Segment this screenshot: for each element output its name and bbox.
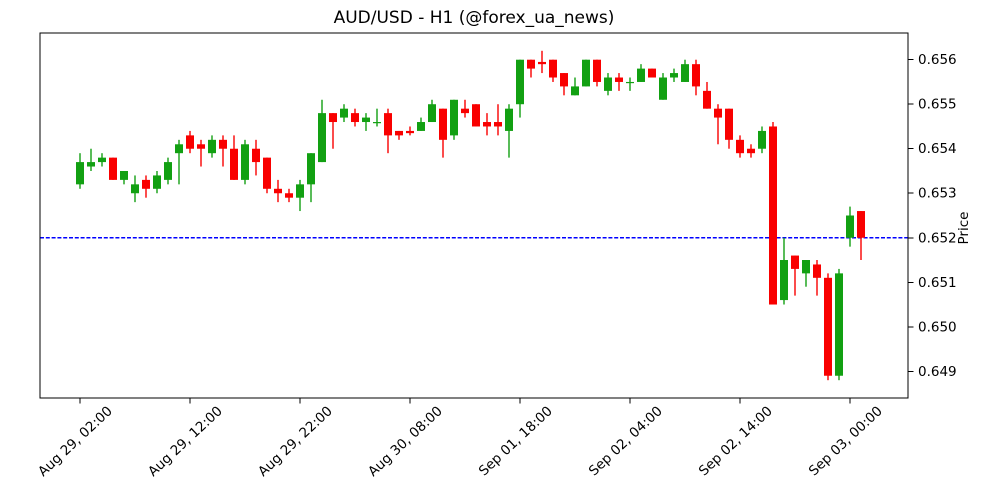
candle-body-down: [494, 122, 502, 127]
x-tick-label: Aug 29, 22:00: [255, 403, 336, 480]
y-tick-label: 0.653: [918, 186, 957, 202]
candle-body-down: [461, 108, 469, 114]
candle-body-down: [714, 108, 722, 118]
y-tick-label: 0.650: [918, 319, 957, 335]
candle-body-up: [362, 117, 370, 123]
candle-body-up: [802, 260, 810, 274]
y-tick-label: 0.654: [918, 141, 957, 157]
candle-body-down: [692, 64, 700, 87]
candle-body-up: [340, 108, 348, 118]
candle-body-up: [637, 68, 645, 82]
x-tick-label: Aug 29, 12:00: [145, 403, 226, 480]
candle-body-down: [274, 188, 282, 194]
candle-body-down: [769, 126, 777, 305]
candle-body-down: [384, 113, 392, 136]
candle-body-down: [648, 68, 656, 78]
candle-body-down: [791, 255, 799, 269]
x-tick-label: Sep 02, 14:00: [696, 403, 776, 479]
candle-body-down: [813, 264, 821, 278]
candle-body-up: [417, 122, 425, 131]
candle-body-up: [131, 184, 139, 194]
candle-body-up: [626, 81, 634, 84]
candle-body-up: [835, 273, 843, 376]
candle-body-down: [109, 157, 117, 180]
candle-body-up: [373, 122, 381, 124]
y-axis-title: Price: [956, 212, 972, 245]
candles-group: [76, 50, 865, 381]
y-tick-label: 0.656: [918, 52, 957, 68]
candle-body-down: [725, 108, 733, 140]
x-tick-label: Aug 30, 08:00: [365, 403, 446, 480]
candle-body-down: [395, 130, 403, 136]
candle-body-up: [76, 162, 84, 185]
candle-body-down: [538, 61, 546, 65]
candle-body-down: [527, 59, 535, 69]
candle-body-down: [593, 59, 601, 82]
y-tick-label: 0.655: [918, 97, 957, 113]
candle-body-up: [120, 170, 128, 180]
x-tick-label: Aug 29, 02:00: [35, 403, 116, 480]
candle-body-up: [208, 139, 216, 154]
candle-body-down: [351, 113, 359, 123]
candle-body-up: [659, 77, 667, 100]
candle-body-down: [219, 139, 227, 149]
candle-body-down: [472, 104, 480, 127]
candle-body-up: [307, 153, 315, 185]
candle-body-up: [571, 86, 579, 96]
plot-border-group: [39, 32, 909, 399]
candle-body-up: [505, 108, 513, 131]
candle-body-down: [263, 157, 271, 189]
candle-body-down: [252, 148, 260, 163]
candle-body-up: [758, 130, 766, 149]
candle-body-up: [516, 59, 524, 105]
candle-body-down: [285, 193, 293, 198]
chart-title: AUD/USD - H1 (@forex_ua_news): [334, 8, 615, 28]
candle-body-down: [703, 90, 711, 109]
candle-body-down: [197, 144, 205, 149]
candle-body-down: [329, 113, 337, 123]
candle-body-up: [164, 162, 172, 180]
candle-body-up: [780, 260, 788, 301]
candle-body-up: [98, 157, 106, 163]
candle-body-up: [175, 144, 183, 154]
x-tick-label: Sep 02, 04:00: [586, 403, 666, 479]
candle-body-up: [318, 113, 326, 163]
candle-body-up: [296, 184, 304, 198]
y-axis-group: 0.649 0.650 0.651 0.652 0.653 0.654 0.655 0.656: [908, 52, 957, 380]
candle-body-down: [857, 211, 865, 238]
y-tick-label: 0.652: [918, 230, 957, 246]
candle-body-up: [450, 99, 458, 136]
candle-body-up: [87, 162, 95, 167]
candle-body-down: [406, 130, 414, 134]
candle-body-down: [549, 59, 557, 78]
x-tick-label: Sep 01, 18:00: [476, 403, 556, 479]
candle-body-up: [846, 215, 854, 238]
candle-body-up: [582, 59, 590, 87]
candle-body-down: [142, 179, 150, 189]
y-tick-label: 0.651: [918, 275, 957, 291]
candle-body-down: [439, 108, 447, 140]
candle-body-down: [736, 139, 744, 154]
plot-border: [39, 32, 909, 399]
candle-body-down: [230, 148, 238, 180]
candle-body-up: [604, 77, 612, 91]
candle-body-up: [241, 144, 249, 180]
candle-body-down: [747, 148, 755, 154]
x-axis-group: Aug 29, 02:00 Aug 29, 12:00 Aug 29, 22:00 A…: [35, 398, 886, 480]
candle-body-down: [186, 135, 194, 149]
candle-body-down: [483, 122, 491, 127]
candle-body-down: [615, 77, 623, 82]
y-tick-label: 0.649: [918, 364, 957, 380]
candle-body-up: [681, 64, 689, 82]
candle-body-up: [153, 175, 161, 189]
candle-body-up: [670, 73, 678, 78]
candle-body-up: [428, 104, 436, 123]
candle-body-down: [560, 73, 568, 87]
x-tick-label: Sep 03, 00:00: [806, 403, 886, 479]
candle-body-down: [824, 277, 832, 376]
